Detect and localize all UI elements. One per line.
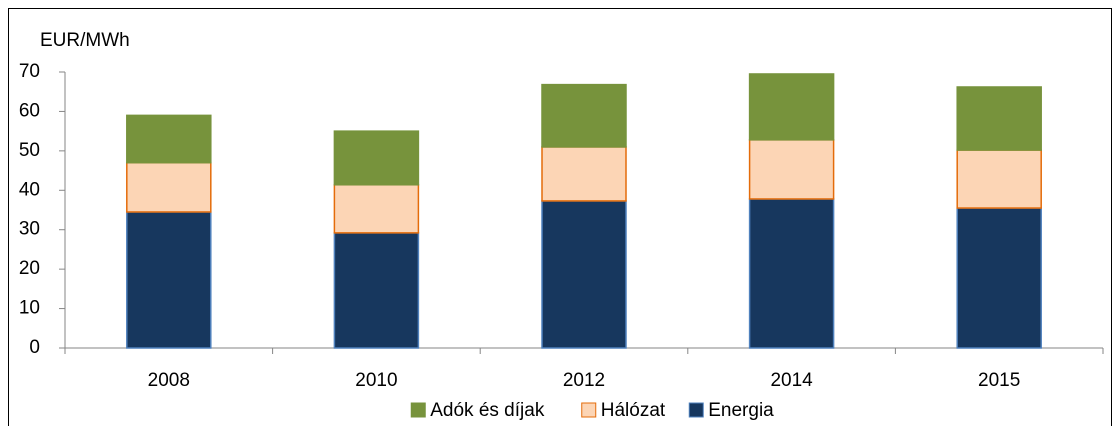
bar-segment (956, 149, 1042, 209)
legend-swatch (688, 402, 704, 418)
bar-segment (333, 184, 420, 234)
bar-segment (541, 200, 627, 349)
y-tick-label: 0 (29, 337, 40, 358)
bar-segment (748, 139, 835, 200)
bar-segment (748, 73, 835, 141)
legend-swatch (581, 402, 597, 418)
y-tick-label: 10 (19, 298, 40, 319)
y-tick-label: 60 (19, 100, 40, 121)
bar-segment (748, 198, 835, 349)
legend-label: Energia (708, 400, 774, 421)
x-tick-label: 2014 (770, 370, 813, 391)
x-tick-label: 2015 (978, 370, 1020, 391)
bar-segment (333, 232, 420, 349)
legend-label: Hálózat (601, 400, 666, 421)
legend-label: Adók és díjak (430, 400, 545, 421)
y-tick-label: 70 (19, 61, 40, 82)
y-tick-label: 40 (19, 179, 40, 200)
bar-segment (333, 130, 420, 186)
x-tick-label: 2008 (148, 370, 190, 391)
bar-segment (126, 161, 212, 213)
y-tick-label: 20 (19, 258, 40, 279)
bar-segment (541, 146, 627, 202)
x-tick-label: 2010 (355, 370, 397, 391)
bar-segment (956, 207, 1042, 349)
y-tick-label: 50 (19, 140, 40, 161)
legend-swatch (410, 402, 426, 418)
y-tick-label: 30 (19, 219, 40, 240)
bar-segment (126, 211, 212, 349)
bar-segment (956, 86, 1042, 151)
bar-segment (541, 83, 627, 148)
x-tick-label: 2012 (563, 370, 605, 391)
bar-segment (126, 114, 212, 164)
y-axis-label: EUR/MWh (40, 30, 130, 51)
chart-border (8, 8, 1112, 426)
